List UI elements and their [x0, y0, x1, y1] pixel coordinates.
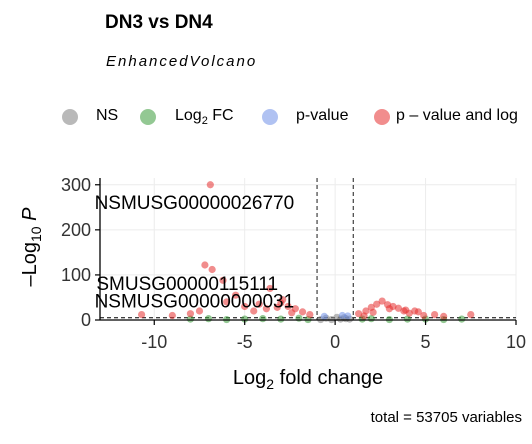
x-tick-label: 10	[506, 332, 526, 352]
data-point	[277, 315, 284, 322]
data-point	[415, 308, 422, 315]
legend-swatch-p-and-log	[374, 109, 390, 125]
data-point	[360, 312, 367, 319]
y-tick-label: 200	[61, 220, 91, 240]
data-point	[209, 266, 216, 273]
y-tick-label: 300	[61, 175, 91, 195]
gene-label: NSMUSG00000026770	[95, 193, 295, 214]
data-point	[370, 309, 377, 316]
data-point	[440, 313, 447, 320]
data-point	[205, 315, 212, 322]
caption: total = 53705 variables	[371, 409, 522, 426]
data-point	[201, 261, 208, 268]
volcano-plot: NSMUSG00000026770SMUSG00000115111NSMUSG0…	[0, 150, 532, 395]
data-point	[431, 311, 438, 318]
legend-label-log2fc: Log2 FC	[175, 107, 234, 127]
data-point	[299, 308, 306, 315]
legend-label-p-and-log: p – value and log	[396, 107, 518, 125]
data-point	[368, 315, 375, 322]
x-tick-label: 0	[330, 332, 340, 352]
data-point	[259, 315, 266, 322]
data-point	[467, 311, 474, 318]
x-axis-label: Log2 fold change	[233, 367, 383, 392]
data-point	[458, 315, 465, 322]
x-tick-label: -5	[237, 332, 253, 352]
y-axis-label: –Log10 P	[19, 207, 44, 287]
gene-label: NSMUSG00000000031	[95, 291, 295, 312]
x-tick-label: 5	[421, 332, 431, 352]
data-point	[207, 181, 214, 188]
legend-swatch-ns	[62, 109, 78, 125]
y-tick-label: 0	[81, 310, 91, 330]
data-point	[344, 312, 351, 319]
data-point	[386, 305, 393, 312]
x-tick-label: -10	[141, 332, 167, 352]
data-point	[402, 306, 409, 313]
legend: NS Log2 FC p-value p – value and log	[0, 100, 532, 136]
chart-title: DN3 vs DN4	[105, 12, 213, 34]
y-tick-label: 100	[61, 265, 91, 285]
legend-swatch-pvalue	[262, 109, 278, 125]
legend-label-ns: NS	[96, 107, 118, 125]
data-point	[169, 312, 176, 319]
legend-swatch-log2fc	[140, 109, 156, 125]
data-point	[295, 315, 302, 322]
data-point	[321, 313, 328, 320]
legend-label-pvalue: p-value	[296, 107, 348, 125]
chart-subtitle: EnhancedVolcano	[106, 53, 257, 70]
data-point	[306, 311, 313, 318]
